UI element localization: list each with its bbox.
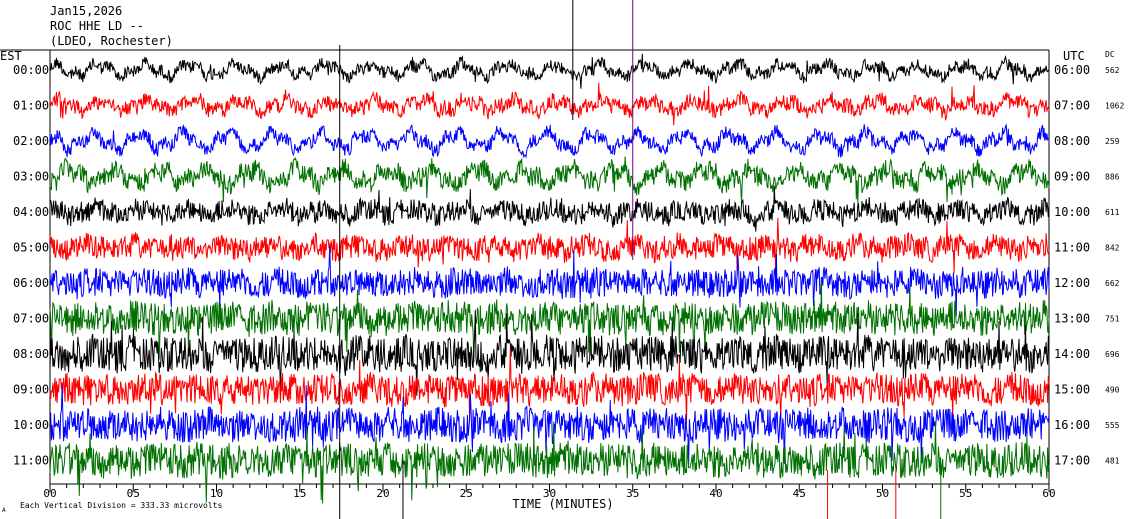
est-hour-label: 06:00 — [13, 276, 49, 290]
dc-value: 259 — [1105, 137, 1120, 146]
date-label: Jan15,2026 — [50, 4, 123, 18]
dc-value: 751 — [1105, 315, 1120, 324]
chart-labels: 00 05 10 15 20 25 30 35 40 45 50 55 60 00:00 06:00 562 0… — [0, 49, 1124, 514]
est-hour-label: 01:00 — [13, 99, 49, 113]
dc-value: 696 — [1105, 350, 1120, 359]
x-axis-title: TIME (MINUTES) — [512, 497, 613, 511]
trace-row-0 — [50, 53, 1050, 89]
x-tick-label: 50 — [876, 487, 889, 500]
est-hour-label: 03:00 — [13, 170, 49, 184]
est-hour-label: 02:00 — [13, 134, 49, 148]
trace-row-5 — [49, 217, 1050, 276]
trace-row-3 — [49, 156, 1050, 204]
utc-hour-label: 10:00 — [1054, 205, 1090, 219]
est-label: EST — [0, 49, 22, 63]
location-label: (LDEO, Rochester) — [50, 34, 173, 48]
utc-hour-label: 12:00 — [1054, 276, 1090, 290]
dc-value: 662 — [1105, 279, 1120, 288]
x-tick-label: 40 — [709, 487, 722, 500]
utc-hour-label: 17:00 — [1054, 454, 1090, 468]
est-hour-label: 07:00 — [13, 312, 49, 326]
dc-value: 1062 — [1105, 102, 1124, 111]
utc-hour-label: 07:00 — [1054, 99, 1090, 113]
x-tick-label: 00 — [43, 487, 56, 500]
est-hour-label: 04:00 — [13, 205, 49, 219]
trace-row-8 — [49, 309, 1050, 396]
x-tick-label: 30 — [543, 487, 556, 500]
chart-axes — [0, 49, 1050, 492]
trace-row-2 — [49, 123, 1050, 159]
utc-hour-label: 16:00 — [1054, 418, 1090, 432]
est-hour-label: 11:00 — [13, 454, 49, 468]
x-tick-label: 10 — [210, 487, 223, 500]
x-tick-label: 05 — [127, 487, 140, 500]
utc-hour-label: 14:00 — [1054, 347, 1090, 361]
trace-row-7 — [49, 279, 1050, 363]
utc-hour-label: 09:00 — [1054, 170, 1090, 184]
vertical-division-note: Each Vertical Division = 333.33 microvol… — [20, 501, 222, 510]
utc-label: UTC — [1063, 49, 1085, 63]
utc-hour-label: 08:00 — [1054, 134, 1090, 148]
dc-value: 842 — [1105, 244, 1120, 253]
dc-value: 490 — [1105, 386, 1120, 395]
trace-row-1 — [49, 82, 1050, 126]
utc-hour-label: 06:00 — [1054, 63, 1090, 77]
x-tick-label: 35 — [626, 487, 639, 500]
utc-hour-label: 15:00 — [1054, 383, 1090, 397]
station-label: ROC HHE LD -- — [50, 19, 144, 33]
est-hour-label: 05:00 — [13, 241, 49, 255]
x-tick-label: 55 — [959, 487, 972, 500]
dc-value: 611 — [1105, 208, 1120, 217]
trace-row-6 — [49, 245, 1050, 317]
est-hour-label: 08:00 — [13, 347, 49, 361]
est-hour-label: 10:00 — [13, 418, 49, 432]
x-tick-label: 25 — [460, 487, 473, 500]
x-tick-label: 60 — [1042, 487, 1055, 500]
footer-mark: A — [2, 507, 6, 514]
utc-hour-label: 11:00 — [1054, 241, 1090, 255]
x-tick-label: 45 — [793, 487, 806, 500]
dc-value: 562 — [1105, 66, 1120, 75]
trace-row-9 — [49, 348, 1050, 425]
trace-row-4 — [49, 186, 1050, 232]
dc-label: DC — [1105, 50, 1115, 59]
est-hour-label: 00:00 — [13, 63, 49, 77]
dc-value: 481 — [1105, 457, 1120, 466]
dc-value: 886 — [1105, 173, 1120, 182]
x-tick-label: 20 — [376, 487, 389, 500]
trace-row-11 — [49, 421, 1050, 504]
utc-hour-label: 13:00 — [1054, 312, 1090, 326]
x-tick-label: 15 — [293, 487, 306, 500]
trace-row-10 — [49, 385, 1050, 467]
dc-value: 555 — [1105, 421, 1120, 430]
seismic-traces — [49, 0, 1050, 519]
est-hour-label: 09:00 — [13, 383, 49, 397]
